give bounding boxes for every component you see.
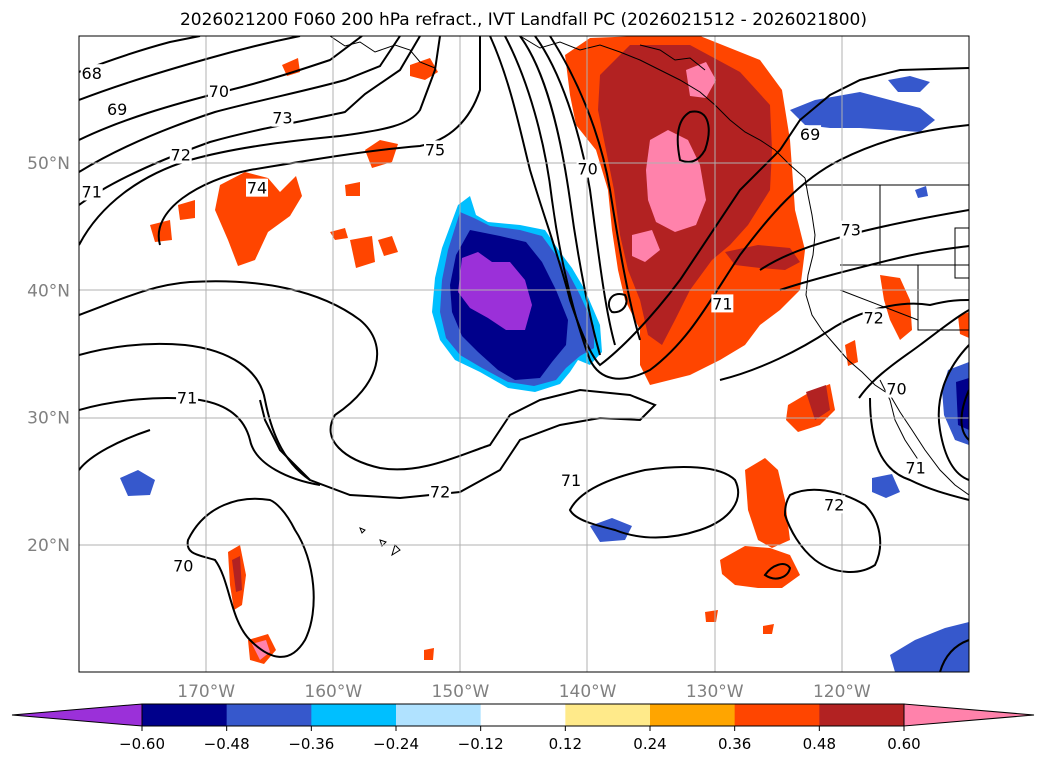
contour-label: 71	[905, 458, 925, 477]
colorbar-tick-label: −0.36	[288, 735, 334, 753]
plot-frame	[78, 35, 970, 673]
contour-labels: 68 69 70 73 72 71 74 75 70 69 73 71 72 70 71 72 71 72 71 70	[80, 64, 927, 575]
colorbar-frame	[141, 703, 905, 727]
contour-label: 71	[561, 471, 581, 490]
contour-label-bg	[560, 471, 583, 490]
colorbar-tick-label: 0.24	[633, 735, 666, 753]
contour-label-bg	[172, 556, 195, 575]
lon-tick-label: 130°W	[686, 682, 744, 702]
positive-shading-nw	[215, 172, 302, 266]
contour-label-bg	[839, 220, 862, 239]
colorbar-segment	[142, 704, 228, 726]
contour-label-bg	[246, 178, 268, 197]
gridlines	[79, 36, 969, 672]
positive-shading-pink-2	[686, 62, 716, 98]
contour-label-bg	[429, 482, 452, 501]
contour-label-bg	[862, 308, 885, 327]
contour-label-bg	[80, 64, 103, 83]
contour-label-bg	[885, 379, 908, 398]
contour-label: 72	[430, 483, 450, 502]
colorbar-tick-label: −0.12	[458, 735, 504, 753]
latitude-tick-labels: 50°N 40°N 30°N 20°N	[27, 154, 70, 556]
contour-label-bg	[207, 81, 230, 100]
colorbar-tick-label: −0.24	[373, 735, 419, 753]
contour-label: 69	[800, 125, 820, 144]
colorbar-extend-min	[11, 703, 143, 727]
contour-label-bg	[424, 140, 446, 159]
negative-shading-extreme	[458, 252, 532, 330]
lat-tick-label: 40°N	[27, 281, 70, 301]
contour-label-bg	[80, 182, 103, 201]
colorbar-tick-label: 0.48	[803, 735, 836, 753]
positive-shading-pink-1	[646, 130, 706, 232]
contour-label: 73	[841, 221, 861, 240]
contour-label-bg	[176, 388, 199, 407]
contour-label-bg	[799, 125, 822, 144]
contour-label: 68	[82, 64, 102, 83]
colorbar-segment	[480, 704, 566, 726]
contour-label-bg	[169, 145, 192, 164]
colorbar-tick-label: −0.60	[119, 735, 165, 753]
contour-label-bg	[904, 458, 927, 477]
contour-label-bg	[711, 294, 734, 313]
contour-label: 72	[171, 146, 191, 165]
map-title: 2026021200 F060 200 hPa refract., IVT La…	[179, 10, 867, 30]
coastlines	[329, 36, 969, 557]
colorbar-tick-label: 0.60	[887, 735, 920, 753]
colorbar-tick-label: 0.12	[549, 735, 582, 753]
contour-label: 71	[82, 182, 102, 201]
colorbar-tick-label: 0.36	[718, 735, 751, 753]
contour-label-bg	[106, 99, 129, 118]
lat-tick-label: 30°N	[27, 409, 70, 429]
shaded-fields	[120, 36, 969, 672]
contour-label-bg	[271, 108, 294, 127]
colorbar-extend-max	[903, 703, 1035, 727]
colorbar: −0.60 −0.48 −0.36 −0.24 −0.12 0.12 0.24 0.36 0.4…	[11, 703, 1035, 753]
colorbar-segment	[565, 704, 651, 726]
contour-label-bg	[823, 495, 846, 514]
longitude-tick-labels: 170°W 160°W 150°W 140°W 130°W 120°W	[177, 682, 871, 702]
lat-tick-label: 50°N	[27, 154, 70, 174]
colorbar-segment	[226, 704, 312, 726]
lat-tick-label: 20°N	[27, 536, 70, 556]
contour-label: 70	[577, 160, 597, 179]
colorbar-segment	[396, 704, 482, 726]
positive-shading-pink-3	[632, 230, 660, 262]
contour-label: 74	[247, 179, 267, 198]
lon-tick-label: 120°W	[813, 682, 871, 702]
contour-label: 69	[107, 100, 127, 119]
contour-label: 70	[209, 82, 229, 101]
lon-tick-label: 160°W	[304, 682, 362, 702]
contour-label: 71	[177, 389, 197, 408]
height-contours	[79, 36, 969, 672]
colorbar-segment	[819, 704, 905, 726]
lon-tick-label: 150°W	[432, 682, 490, 702]
contour-label: 73	[272, 109, 292, 128]
colorbar-tick-label: −0.48	[204, 735, 250, 753]
contour-label: 72	[863, 308, 883, 327]
colorbar-segment	[650, 704, 736, 726]
lon-tick-label: 170°W	[177, 682, 235, 702]
contour-label: 75	[425, 140, 445, 159]
contour-label: 70	[173, 556, 193, 575]
colorbar-segment	[734, 704, 820, 726]
contour-label: 72	[824, 495, 844, 514]
contour-label: 71	[712, 294, 732, 313]
colorbar-segment	[311, 704, 397, 726]
lon-tick-label: 140°W	[559, 682, 617, 702]
contour-label: 70	[886, 380, 906, 399]
contour-label-bg	[576, 159, 599, 178]
